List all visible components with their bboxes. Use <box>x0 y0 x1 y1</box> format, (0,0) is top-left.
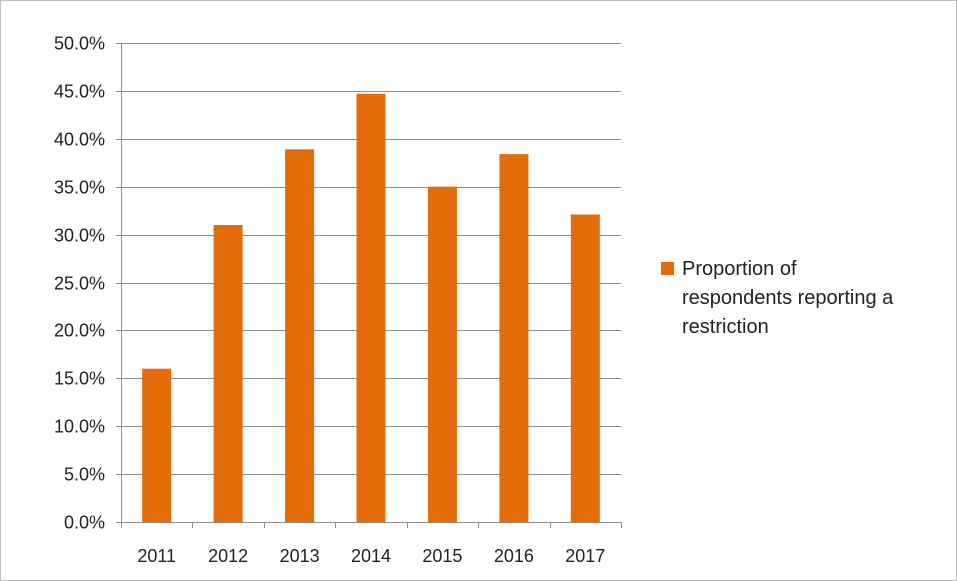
legend-label-line-3: restriction <box>682 316 769 338</box>
bar-2016 <box>499 154 529 522</box>
x-tick-label-2015: 2015 <box>422 546 462 566</box>
y-tick-label: 10.0% <box>54 417 105 437</box>
y-tick-label: 5.0% <box>64 465 105 485</box>
legend-label: Proportion of respondents reporting a re… <box>682 258 899 338</box>
x-tick-label-2017: 2017 <box>565 546 605 566</box>
bar-2015 <box>427 186 457 522</box>
bar-2017 <box>570 214 600 522</box>
y-tick-label: 50.0% <box>54 34 105 54</box>
x-tick-labels: 2011 2012 2013 2014 2015 2016 2017 <box>137 546 605 566</box>
x-tick-label-2012: 2012 <box>208 546 248 566</box>
bar-2011 <box>142 368 172 522</box>
y-tick-label: 25.0% <box>54 274 105 294</box>
x-tick-label-2016: 2016 <box>494 546 534 566</box>
bars <box>142 93 600 523</box>
legend-label-line-1: Proportion of <box>682 258 797 280</box>
axes <box>116 43 622 528</box>
x-tick-label-2013: 2013 <box>280 546 320 566</box>
legend: Proportion of respondents reporting a re… <box>661 258 899 338</box>
y-tick-label: 20.0% <box>54 321 105 341</box>
y-tick-label: 0.0% <box>64 513 105 533</box>
y-tick-label: 45.0% <box>54 82 105 102</box>
x-tick-label-2011: 2011 <box>137 546 176 566</box>
y-tick-label: 15.0% <box>54 369 105 389</box>
bar-2012 <box>213 225 243 522</box>
x-tick-label-2014: 2014 <box>351 546 391 566</box>
y-tick-label: 30.0% <box>54 226 105 246</box>
y-tick-label: 35.0% <box>54 178 105 198</box>
legend-swatch <box>661 262 674 275</box>
y-tick-labels: 0.0% 5.0% 10.0% 15.0% 20.0% 25.0% 30.0% 35.0% 40… <box>54 34 105 533</box>
bar-2014 <box>356 93 386 523</box>
legend-label-line-2: respondents reporting a <box>682 287 894 309</box>
y-tick-label: 40.0% <box>54 130 105 150</box>
bar-2013 <box>285 149 315 523</box>
